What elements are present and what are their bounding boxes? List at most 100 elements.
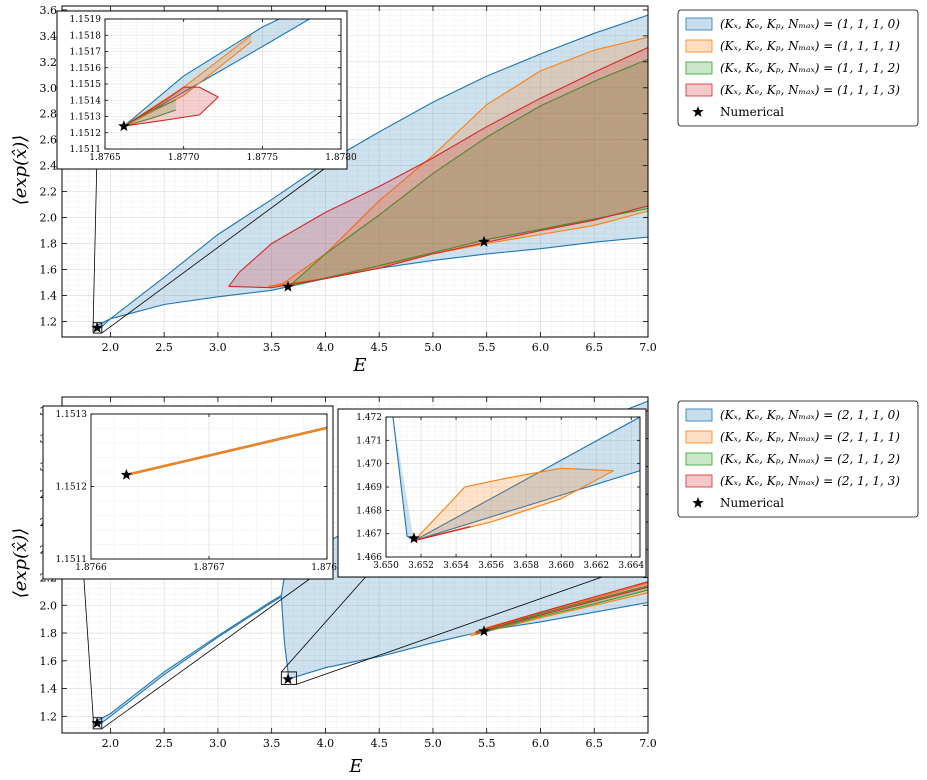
inset-band-fill-red xyxy=(123,87,219,127)
main-xtick-label: 2.0 xyxy=(102,341,120,354)
inset-band-upper-orange xyxy=(413,467,614,542)
chart-panel-2: 2.0 2.5 3.0 3.5 4.0 4.5 5.0 5.5 6.0 6.5 7.0 1.2 1.4 1… xyxy=(10,396,919,777)
legend-swatch-red xyxy=(685,83,713,97)
legend-label: Numerical xyxy=(720,105,784,119)
main-band-lower-red xyxy=(475,586,648,634)
inset-ytick-label: 1.1511 xyxy=(56,555,88,565)
legend-swatch-orange xyxy=(685,430,713,444)
main-xtick-label: 7.0 xyxy=(639,341,657,354)
main-band-lower-green xyxy=(475,589,648,635)
inset-xtick-label: 1.8775 xyxy=(247,153,279,163)
main-band-upper-orange xyxy=(268,36,648,287)
inset-xtick-label: 3.658 xyxy=(513,561,539,571)
inset-ytick-label: 1.1517 xyxy=(70,48,102,58)
legend-swatch-red xyxy=(685,474,713,488)
inset-ytick-label: 1.469 xyxy=(356,483,382,493)
legend-swatch-green xyxy=(685,61,713,75)
inset-xtick-label: 1.8770 xyxy=(168,153,200,163)
main-xtick-label: 4.0 xyxy=(317,341,335,354)
inset-band-lower-red xyxy=(123,96,219,127)
inset-band-lower-green xyxy=(123,109,176,127)
numerical-star-marker xyxy=(282,673,294,685)
numerical-star-marker xyxy=(91,321,103,333)
legend-box: (Kₓ, Kₑ, Kₚ, Nₘₐₓ) = (1, 1, 1, 0) (Kₓ, Kₑ… xyxy=(677,9,919,127)
inset-plot-area xyxy=(120,426,327,480)
main-xtick-label: 2.5 xyxy=(155,737,173,750)
inset-ytick-label: 1.471 xyxy=(356,436,382,446)
legend-box: (Kₓ, Kₑ, Kₚ, Nₘₐₓ) = (2, 1, 1, 0) (Kₓ, Kₑ… xyxy=(677,400,919,518)
inset-ytick-label: 1.466 xyxy=(356,553,382,563)
legend-label: (Kₓ, Kₑ, Kₚ, Nₘₐₓ) = (2, 1, 1, 1) xyxy=(720,430,900,444)
main-xtick-label: 4.5 xyxy=(370,737,388,750)
inset-backing xyxy=(42,405,334,580)
main-ytick-label: 2.8 xyxy=(40,108,58,121)
main-xtick-label: 2.0 xyxy=(102,737,120,750)
main-ytick-label: 2.2 xyxy=(40,186,58,199)
zoom-connector-line xyxy=(92,154,98,323)
legend-label: (Kₓ, Kₑ, Kₚ, Nₘₐₓ) = (1, 1, 1, 1) xyxy=(720,39,900,53)
main-ytick-label: 1.4 xyxy=(40,289,58,302)
inset-xtick-label: 1.8765 xyxy=(89,153,121,163)
main-band-fill-orange xyxy=(268,37,648,287)
legend-label: (Kₓ, Kₑ, Kₚ, Nₘₐₓ) = (2, 1, 1, 3) xyxy=(720,474,900,488)
inset-ytick-label: 1.1519 xyxy=(70,15,102,25)
main-band-fill-red xyxy=(476,581,648,633)
inset-band-upper-blue xyxy=(123,19,281,127)
main-ytick-label: 3.4 xyxy=(40,30,58,43)
zoom-connector-line xyxy=(296,562,643,685)
inset-xtick-label: 3.650 xyxy=(373,561,399,571)
inset-band-lower-red xyxy=(413,526,471,542)
inset-xtick-label: 3.652 xyxy=(408,561,434,571)
main-xtick-label: 2.5 xyxy=(155,341,173,354)
inset-ytick-label: 1.472 xyxy=(356,413,382,423)
zoom-connector-line xyxy=(101,154,344,334)
main-ytick-label: 1.2 xyxy=(40,710,58,723)
inset-band-lower-blue xyxy=(413,470,640,542)
main-band-fill-green xyxy=(288,59,648,287)
inset-backing xyxy=(337,408,647,578)
x-axis-label: E xyxy=(348,756,362,777)
legend-swatch-blue xyxy=(685,17,713,31)
numerical-star-marker xyxy=(478,235,490,247)
inset-band-fill-blue xyxy=(393,417,640,541)
main-xtick-label: 5.0 xyxy=(424,341,442,354)
main-xtick-label: 5.5 xyxy=(478,341,496,354)
main-ytick-label: 1.6 xyxy=(40,655,58,668)
inset-xtick-label: 1.8767 xyxy=(193,563,225,573)
main-xtick-label: 3.0 xyxy=(209,737,227,750)
inset-ytick-label: 1.1518 xyxy=(70,31,102,41)
inset-xtick-label: 1.8766 xyxy=(75,563,107,573)
main-band-lower-red xyxy=(228,205,648,289)
legend-swatch-blue xyxy=(685,408,713,422)
numerical-star-marker xyxy=(91,717,103,728)
main-xtick-label: 4.5 xyxy=(370,341,388,354)
main-band-fill-red xyxy=(228,47,648,288)
main-band-fill-blue xyxy=(97,15,648,331)
y-axis-label: ⟨exp(x̂)⟩ xyxy=(10,528,31,599)
inset-ytick-label: 1.1513 xyxy=(56,410,88,420)
numerical-star-marker xyxy=(282,280,294,292)
zoom-connector-line xyxy=(82,564,94,718)
inset-ytick-label: 1.1515 xyxy=(70,80,102,90)
legend-frame xyxy=(677,9,919,127)
legend-label: Numerical xyxy=(720,496,784,510)
zoom-source-box xyxy=(280,671,297,685)
chart-panel-1: 2.0 2.5 3.0 3.5 4.0 4.5 5.0 5.5 6.0 6.5 7.0 1.2 1.4 1… xyxy=(10,4,919,376)
main-axes-frame xyxy=(61,5,649,338)
inset-numerical-star-marker xyxy=(118,120,130,132)
main-xtick-label: 3.0 xyxy=(209,341,227,354)
legend-star-marker xyxy=(692,106,704,117)
main-xtick-label: 6.5 xyxy=(585,737,603,750)
main-band-lower-green xyxy=(288,207,648,287)
inset-ytick-label: 1.1513 xyxy=(70,113,102,123)
inset-xtick-label: 3.654 xyxy=(443,561,469,571)
main-ytick-label: 2.0 xyxy=(40,599,58,612)
main-ytick-label: 3.6 xyxy=(40,4,58,17)
main-ytick-label: 1.6 xyxy=(40,264,58,277)
y-axis-label: ⟨exp(x̂)⟩ xyxy=(10,135,31,206)
inset-panel: 1.8766 1.8767 1.8768 1.1511 1.1512 1.1513 xyxy=(42,405,343,580)
inset-xtick-label: 1.8768 xyxy=(311,563,343,573)
inset-band-fill-orange xyxy=(414,468,614,541)
inset-band-lower-orange xyxy=(123,41,252,127)
x-axis-label: E xyxy=(352,355,366,376)
